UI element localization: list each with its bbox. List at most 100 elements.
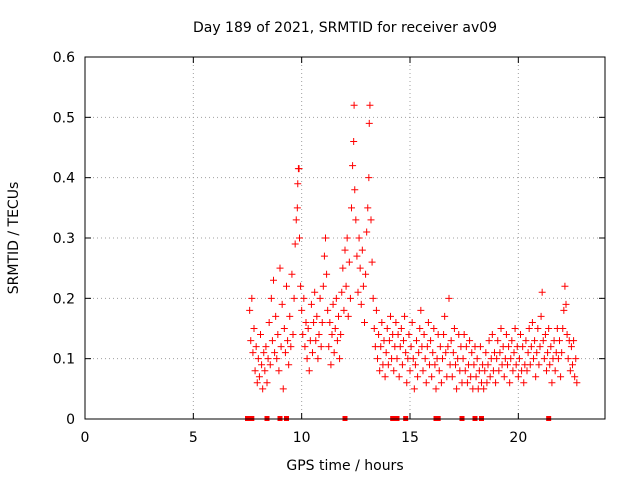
data-point [262,343,270,351]
data-point [492,379,500,387]
data-point [375,331,383,339]
data-point [545,325,553,332]
data-point [317,343,325,351]
data-point [337,331,345,339]
data-points [245,101,581,421]
data-point [505,343,513,351]
data-point [270,276,277,284]
data-point [406,367,414,375]
data-point [268,337,276,345]
data-point [421,355,429,363]
data-point [482,349,490,357]
y-tick-label: 0.2 [53,291,75,307]
data-point [351,186,359,194]
data-point [556,337,563,345]
data-point [276,264,284,272]
data-point [383,325,391,332]
data-point [447,337,455,345]
data-point [287,343,295,351]
data-point [450,325,458,332]
data-point [554,355,562,363]
data-point [277,343,285,351]
data-point [547,343,555,351]
y-tick-label: 0.3 [53,231,75,247]
data-point [370,325,378,332]
data-point [340,306,348,314]
data-point [322,234,329,242]
data-point [514,373,522,381]
data-point [572,355,580,363]
data-point [463,379,471,387]
data-point [437,379,445,387]
data-point [538,288,546,296]
data-point [338,288,346,296]
data-point [460,331,468,339]
data-point [436,343,444,351]
data-point [396,343,404,351]
data-point [246,306,254,314]
x-tick-label: 10 [293,430,311,446]
data-point [292,216,300,224]
data-point [336,355,344,363]
data-point [435,367,443,375]
data-point [346,294,354,302]
data-point [526,361,534,369]
data-point [470,361,478,369]
data-point [265,318,273,326]
data-point [296,234,303,242]
data-point [571,373,579,381]
data-point [378,318,386,326]
data-point [318,318,326,326]
data-point [566,367,574,375]
data-point [361,318,368,326]
data-point [420,331,428,339]
data-point [313,312,321,320]
data-point [258,361,266,369]
data-point [508,337,516,345]
data-point [333,337,341,345]
data-point [540,355,548,363]
data-point [274,331,282,339]
x-tick-label: 20 [509,430,527,446]
data-point [339,264,347,272]
data-point [405,331,413,339]
data-point [345,258,353,266]
data-point [486,373,494,381]
data-point [325,343,333,351]
data-point [309,349,316,357]
data-point [517,331,524,339]
data-point [394,331,402,339]
data-point [320,252,328,260]
data-point [431,361,439,369]
data-point [427,337,435,345]
data-point [315,331,323,339]
data-point [328,331,336,339]
data-point [295,165,303,173]
data-point [249,349,257,357]
x-tick-label: 15 [401,430,419,446]
data-point [366,101,374,109]
data-point [298,306,306,314]
data-point [330,349,338,357]
data-point [289,331,297,339]
data-point [449,349,457,357]
x-tick-label: 0 [81,430,90,446]
data-point [359,282,367,290]
data-point [564,355,572,363]
data-point [314,355,322,363]
data-point [530,355,537,363]
data-point [466,337,474,345]
data-point [352,216,360,224]
data-point [472,373,480,381]
data-point [442,349,450,357]
data-point [419,367,427,375]
data-point [267,294,275,302]
data-point [539,337,547,345]
data-point [409,355,417,363]
y-tick-label: 0.1 [53,352,75,368]
data-point [365,119,373,127]
y-tick-label: 0.5 [53,110,75,126]
data-point [400,337,407,345]
data-point [381,373,389,381]
data-point [263,379,271,387]
